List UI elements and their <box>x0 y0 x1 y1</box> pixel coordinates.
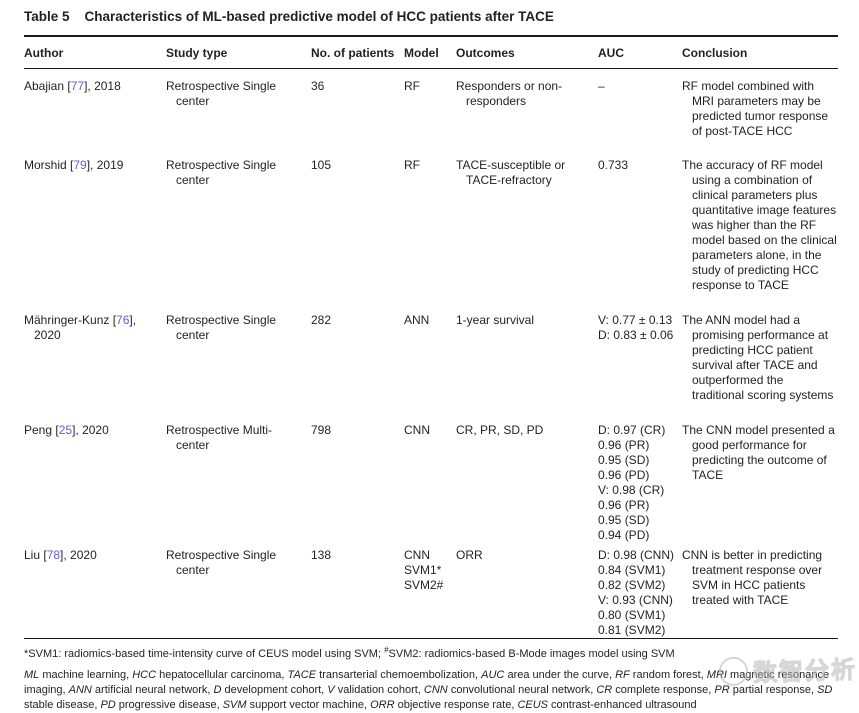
cell-conclusion: RF model combined with MRI parameters ma… <box>682 79 829 138</box>
cell-model: RF <box>404 79 420 93</box>
author-year: ], 2020 <box>72 423 109 437</box>
column-header-patients: No. of patients <box>311 46 395 60</box>
citation-link[interactable]: 76 <box>116 313 130 327</box>
author-year: ], 2019 <box>86 158 124 172</box>
table-top-rule <box>24 35 838 37</box>
cell-patients: 282 <box>311 313 332 327</box>
cell-auc: 0.733 <box>598 158 629 172</box>
column-header-study-type: Study type <box>166 46 228 60</box>
footnote-abbreviations: ML machine learning, HCC hepatocellular … <box>24 669 833 711</box>
table-body: Abajian [77], 2018 Retrospective Single … <box>24 69 838 639</box>
author-text: Abajian [ <box>24 79 71 93</box>
author-text: Mähringer-Kunz [ <box>24 313 117 327</box>
column-header-model: Model <box>404 46 439 60</box>
citation-link[interactable]: 78 <box>46 548 61 562</box>
author-text: Peng [ <box>24 423 59 437</box>
cell-conclusion: The CNN model presented a good performan… <box>682 423 835 482</box>
table-row: Liu [78], 2020 Retrospective Single cent… <box>24 548 838 638</box>
table-row: Mähringer-Kunz [76], 2020 Retrospective … <box>24 313 838 423</box>
cell-author: Mähringer-Kunz [76], 2020 <box>24 313 166 343</box>
cell-outcomes: 1-year survival <box>456 313 535 327</box>
cell-auc: D: 0.97 (CR) 0.96 (PR) 0.95 (SD) 0.96 (P… <box>598 423 666 542</box>
cell-patients: 36 <box>311 79 325 93</box>
table-row: Abajian [77], 2018 Retrospective Single … <box>24 79 838 158</box>
column-header-outcomes: Outcomes <box>456 46 515 60</box>
table-number: Table 5 <box>24 9 70 24</box>
citation-link[interactable]: 25 <box>58 423 73 437</box>
cell-patients: 798 <box>311 423 332 437</box>
cell-author: Morshid [79], 2019 <box>24 158 166 173</box>
cell-author: Liu [78], 2020 <box>24 548 166 563</box>
table-5-container: Table 5 Characteristics of ML-based predi… <box>24 6 838 713</box>
citation-link[interactable]: 79 <box>73 158 87 172</box>
cell-auc: – <box>598 79 605 93</box>
cell-conclusion: The accuracy of RF model using a combina… <box>682 158 837 292</box>
table-header-row: Author Study type No. of patients Model … <box>24 37 838 69</box>
column-header-auc: AUC <box>598 46 624 60</box>
cell-outcomes: CR, PR, SD, PD <box>456 423 544 437</box>
author-year: ], 2020 <box>34 313 137 342</box>
citation-link[interactable]: 77 <box>70 79 85 93</box>
table-row: Peng [25], 2020 Retrospective Multi-cent… <box>24 423 838 548</box>
author-text: Morshid [ <box>24 158 74 172</box>
cell-auc: D: 0.98 (CNN) 0.84 (SVM1) 0.82 (SVM2) V:… <box>598 548 675 637</box>
cell-conclusion: CNN is better in predicting treatment re… <box>682 548 823 607</box>
cell-model: CNN SVM1* SVM2# <box>404 548 444 592</box>
cell-outcomes: ORR <box>456 548 483 562</box>
cell-conclusion: The ANN model had a promising performanc… <box>682 313 834 402</box>
cell-study-type: Retrospective Single center <box>166 548 277 577</box>
cell-model: CNN <box>404 423 430 437</box>
cell-auc: V: 0.77 ± 0.13 D: 0.83 ± 0.06 <box>598 313 674 342</box>
cell-patients: 138 <box>311 548 332 562</box>
cell-model: ANN <box>404 313 430 327</box>
author-year: ], 2018 <box>84 79 121 93</box>
cell-outcomes: Responders or non-responders <box>456 79 563 108</box>
table-footnotes: *SVM1: radiomics-based time-intensity cu… <box>24 645 838 713</box>
footnote-svm-definitions: *SVM1: radiomics-based time-intensity cu… <box>24 645 675 660</box>
cell-study-type: Retrospective Multi-center <box>166 423 273 452</box>
cell-patients: 105 <box>311 158 332 172</box>
author-text: Liu [ <box>24 548 47 562</box>
cell-model: RF <box>404 158 420 172</box>
table-row: Morshid [79], 2019 Retrospective Single … <box>24 158 838 313</box>
author-year: ], 2020 <box>60 548 97 562</box>
cell-study-type: Retrospective Single center <box>166 158 277 187</box>
column-header-conclusion: Conclusion <box>682 46 748 60</box>
cell-author: Abajian [77], 2018 <box>24 79 166 94</box>
table-title: Table 5 Characteristics of ML-based predi… <box>24 8 838 25</box>
cell-outcomes: TACE-susceptible or TACE-refractory <box>456 158 566 187</box>
table-caption: Characteristics of ML-based predictive m… <box>84 9 554 24</box>
cell-study-type: Retrospective Single center <box>166 79 277 108</box>
cell-study-type: Retrospective Single center <box>166 313 277 342</box>
cell-author: Peng [25], 2020 <box>24 423 166 438</box>
column-header-author: Author <box>24 46 64 60</box>
